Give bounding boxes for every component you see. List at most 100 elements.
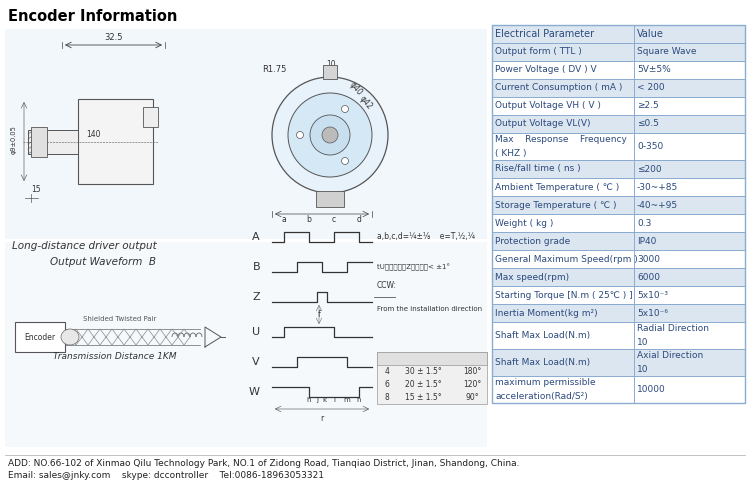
Circle shape xyxy=(341,105,349,112)
Text: Max    Response    Frequency: Max Response Frequency xyxy=(495,135,627,144)
Text: Max speed(rpm): Max speed(rpm) xyxy=(495,272,569,281)
Text: 10: 10 xyxy=(326,60,336,69)
Text: Email: sales@jnky.com    skype: dccontroller    Tel:0086-18963053321: Email: sales@jnky.com skype: dccontrolle… xyxy=(8,471,324,480)
Bar xyxy=(28,130,78,154)
Bar xyxy=(492,349,745,376)
Text: 0-350: 0-350 xyxy=(637,142,663,151)
Text: W: W xyxy=(249,387,260,397)
Text: Output form ( TTL ): Output form ( TTL ) xyxy=(495,48,582,57)
Bar xyxy=(492,97,745,115)
Text: b: b xyxy=(307,215,311,224)
Text: 8: 8 xyxy=(385,393,389,402)
Text: General Maximum Speed(rpm ): General Maximum Speed(rpm ) xyxy=(495,254,638,263)
Text: ( KHZ ): ( KHZ ) xyxy=(495,149,526,158)
Bar xyxy=(492,133,745,160)
Bar xyxy=(492,79,745,97)
Text: 10000: 10000 xyxy=(637,385,666,394)
Text: 15 ± 1.5°: 15 ± 1.5° xyxy=(405,393,441,402)
Text: Encoder Information: Encoder Information xyxy=(8,9,177,24)
Bar xyxy=(143,107,158,127)
Bar xyxy=(492,232,745,250)
Text: Storage Temperature ( ℃ ): Storage Temperature ( ℃ ) xyxy=(495,200,616,210)
Text: ≥2.5: ≥2.5 xyxy=(637,101,658,110)
Text: B: B xyxy=(252,262,260,272)
Text: Square Wave: Square Wave xyxy=(637,48,697,57)
Text: r: r xyxy=(320,414,324,423)
Text: Transmission Distance 1KM: Transmission Distance 1KM xyxy=(53,352,177,361)
Text: Protection grade: Protection grade xyxy=(495,237,570,246)
Text: a: a xyxy=(282,215,286,224)
Text: m: m xyxy=(344,397,350,403)
Text: Power Voltage ( DV ) V: Power Voltage ( DV ) V xyxy=(495,66,597,75)
Text: Long-distance driver output: Long-distance driver output xyxy=(12,241,157,251)
Text: Axial Direction: Axial Direction xyxy=(637,351,704,360)
Text: T: T xyxy=(320,201,325,210)
Text: 5x10⁻³: 5x10⁻³ xyxy=(637,291,668,300)
Bar xyxy=(492,160,745,178)
Text: -30~+85: -30~+85 xyxy=(637,182,678,191)
Text: c: c xyxy=(332,215,336,224)
Text: CCW:: CCW: xyxy=(377,281,397,290)
Bar xyxy=(15,322,65,352)
Text: 10: 10 xyxy=(637,365,649,374)
Bar xyxy=(492,178,745,196)
Text: l: l xyxy=(333,397,335,403)
Text: Shaft Max Load(N.m): Shaft Max Load(N.m) xyxy=(495,358,590,367)
Text: 6000: 6000 xyxy=(637,272,660,281)
Text: ≤0.5: ≤0.5 xyxy=(637,119,658,129)
Text: 6: 6 xyxy=(385,380,389,389)
Circle shape xyxy=(296,132,304,139)
Text: Rise/fall time ( ns ): Rise/fall time ( ns ) xyxy=(495,165,580,173)
Text: 20 ± 1.5°: 20 ± 1.5° xyxy=(405,380,441,389)
Ellipse shape xyxy=(61,329,79,345)
Text: Weight ( kg ): Weight ( kg ) xyxy=(495,219,554,228)
Text: j: j xyxy=(316,397,318,403)
Text: f: f xyxy=(318,310,320,319)
Text: 5V±5%: 5V±5% xyxy=(637,66,670,75)
Text: r: r xyxy=(470,354,474,363)
Text: Radial Direction: Radial Direction xyxy=(637,324,709,333)
Text: Output Voltage VH ( V ): Output Voltage VH ( V ) xyxy=(495,101,601,110)
Circle shape xyxy=(310,115,350,155)
Text: φ40: φ40 xyxy=(348,80,364,97)
Text: k: k xyxy=(322,397,326,403)
Circle shape xyxy=(288,93,372,177)
Text: φ9±0.05: φ9±0.05 xyxy=(11,126,17,155)
Circle shape xyxy=(322,127,338,143)
Text: A: A xyxy=(252,232,260,242)
Text: 180°: 180° xyxy=(463,367,482,376)
Text: 0.3: 0.3 xyxy=(637,219,651,228)
Text: < 200: < 200 xyxy=(637,83,664,92)
Bar xyxy=(492,115,745,133)
Text: Starting Torque [N.m ( 25℃ ) ]: Starting Torque [N.m ( 25℃ ) ] xyxy=(495,291,632,300)
Circle shape xyxy=(272,77,388,193)
Bar xyxy=(492,25,745,403)
Text: Output Waveform  B: Output Waveform B xyxy=(50,257,156,267)
Bar xyxy=(377,352,487,365)
Text: Output Voltage VL(V): Output Voltage VL(V) xyxy=(495,119,590,129)
Text: 140: 140 xyxy=(86,130,100,139)
Bar xyxy=(323,65,337,79)
Text: From the installation direction: From the installation direction xyxy=(377,306,482,312)
Text: Z: Z xyxy=(252,292,260,302)
Text: h: h xyxy=(307,397,311,403)
Text: h,j,k,l,m,n: h,j,k,l,m,n xyxy=(404,354,442,363)
Bar xyxy=(31,127,47,157)
Text: Inertia Moment(kg m²): Inertia Moment(kg m²) xyxy=(495,309,598,318)
Text: Encoder: Encoder xyxy=(25,332,56,341)
Bar xyxy=(78,99,153,184)
Text: a,b,c,d=¼±⅛    e=T,½,¼: a,b,c,d=¼±⅛ e=T,½,¼ xyxy=(377,233,475,242)
Bar xyxy=(492,43,745,61)
Text: Current Consumption ( mA ): Current Consumption ( mA ) xyxy=(495,83,622,92)
Text: φ42: φ42 xyxy=(358,94,374,111)
Text: V: V xyxy=(252,357,260,367)
Bar xyxy=(492,286,745,304)
Text: U: U xyxy=(252,327,260,337)
Text: R1.75: R1.75 xyxy=(262,65,286,74)
Bar xyxy=(492,250,745,268)
Bar xyxy=(5,29,487,239)
Text: Electrical Parameter: Electrical Parameter xyxy=(495,29,594,39)
Text: 10: 10 xyxy=(637,338,649,347)
Text: ADD: NO.66-102 of Xinmao Qilu Technology Park, NO.1 of Zidong Road, Tianqiao Dis: ADD: NO.66-102 of Xinmao Qilu Technology… xyxy=(8,459,520,468)
Bar xyxy=(492,322,745,349)
